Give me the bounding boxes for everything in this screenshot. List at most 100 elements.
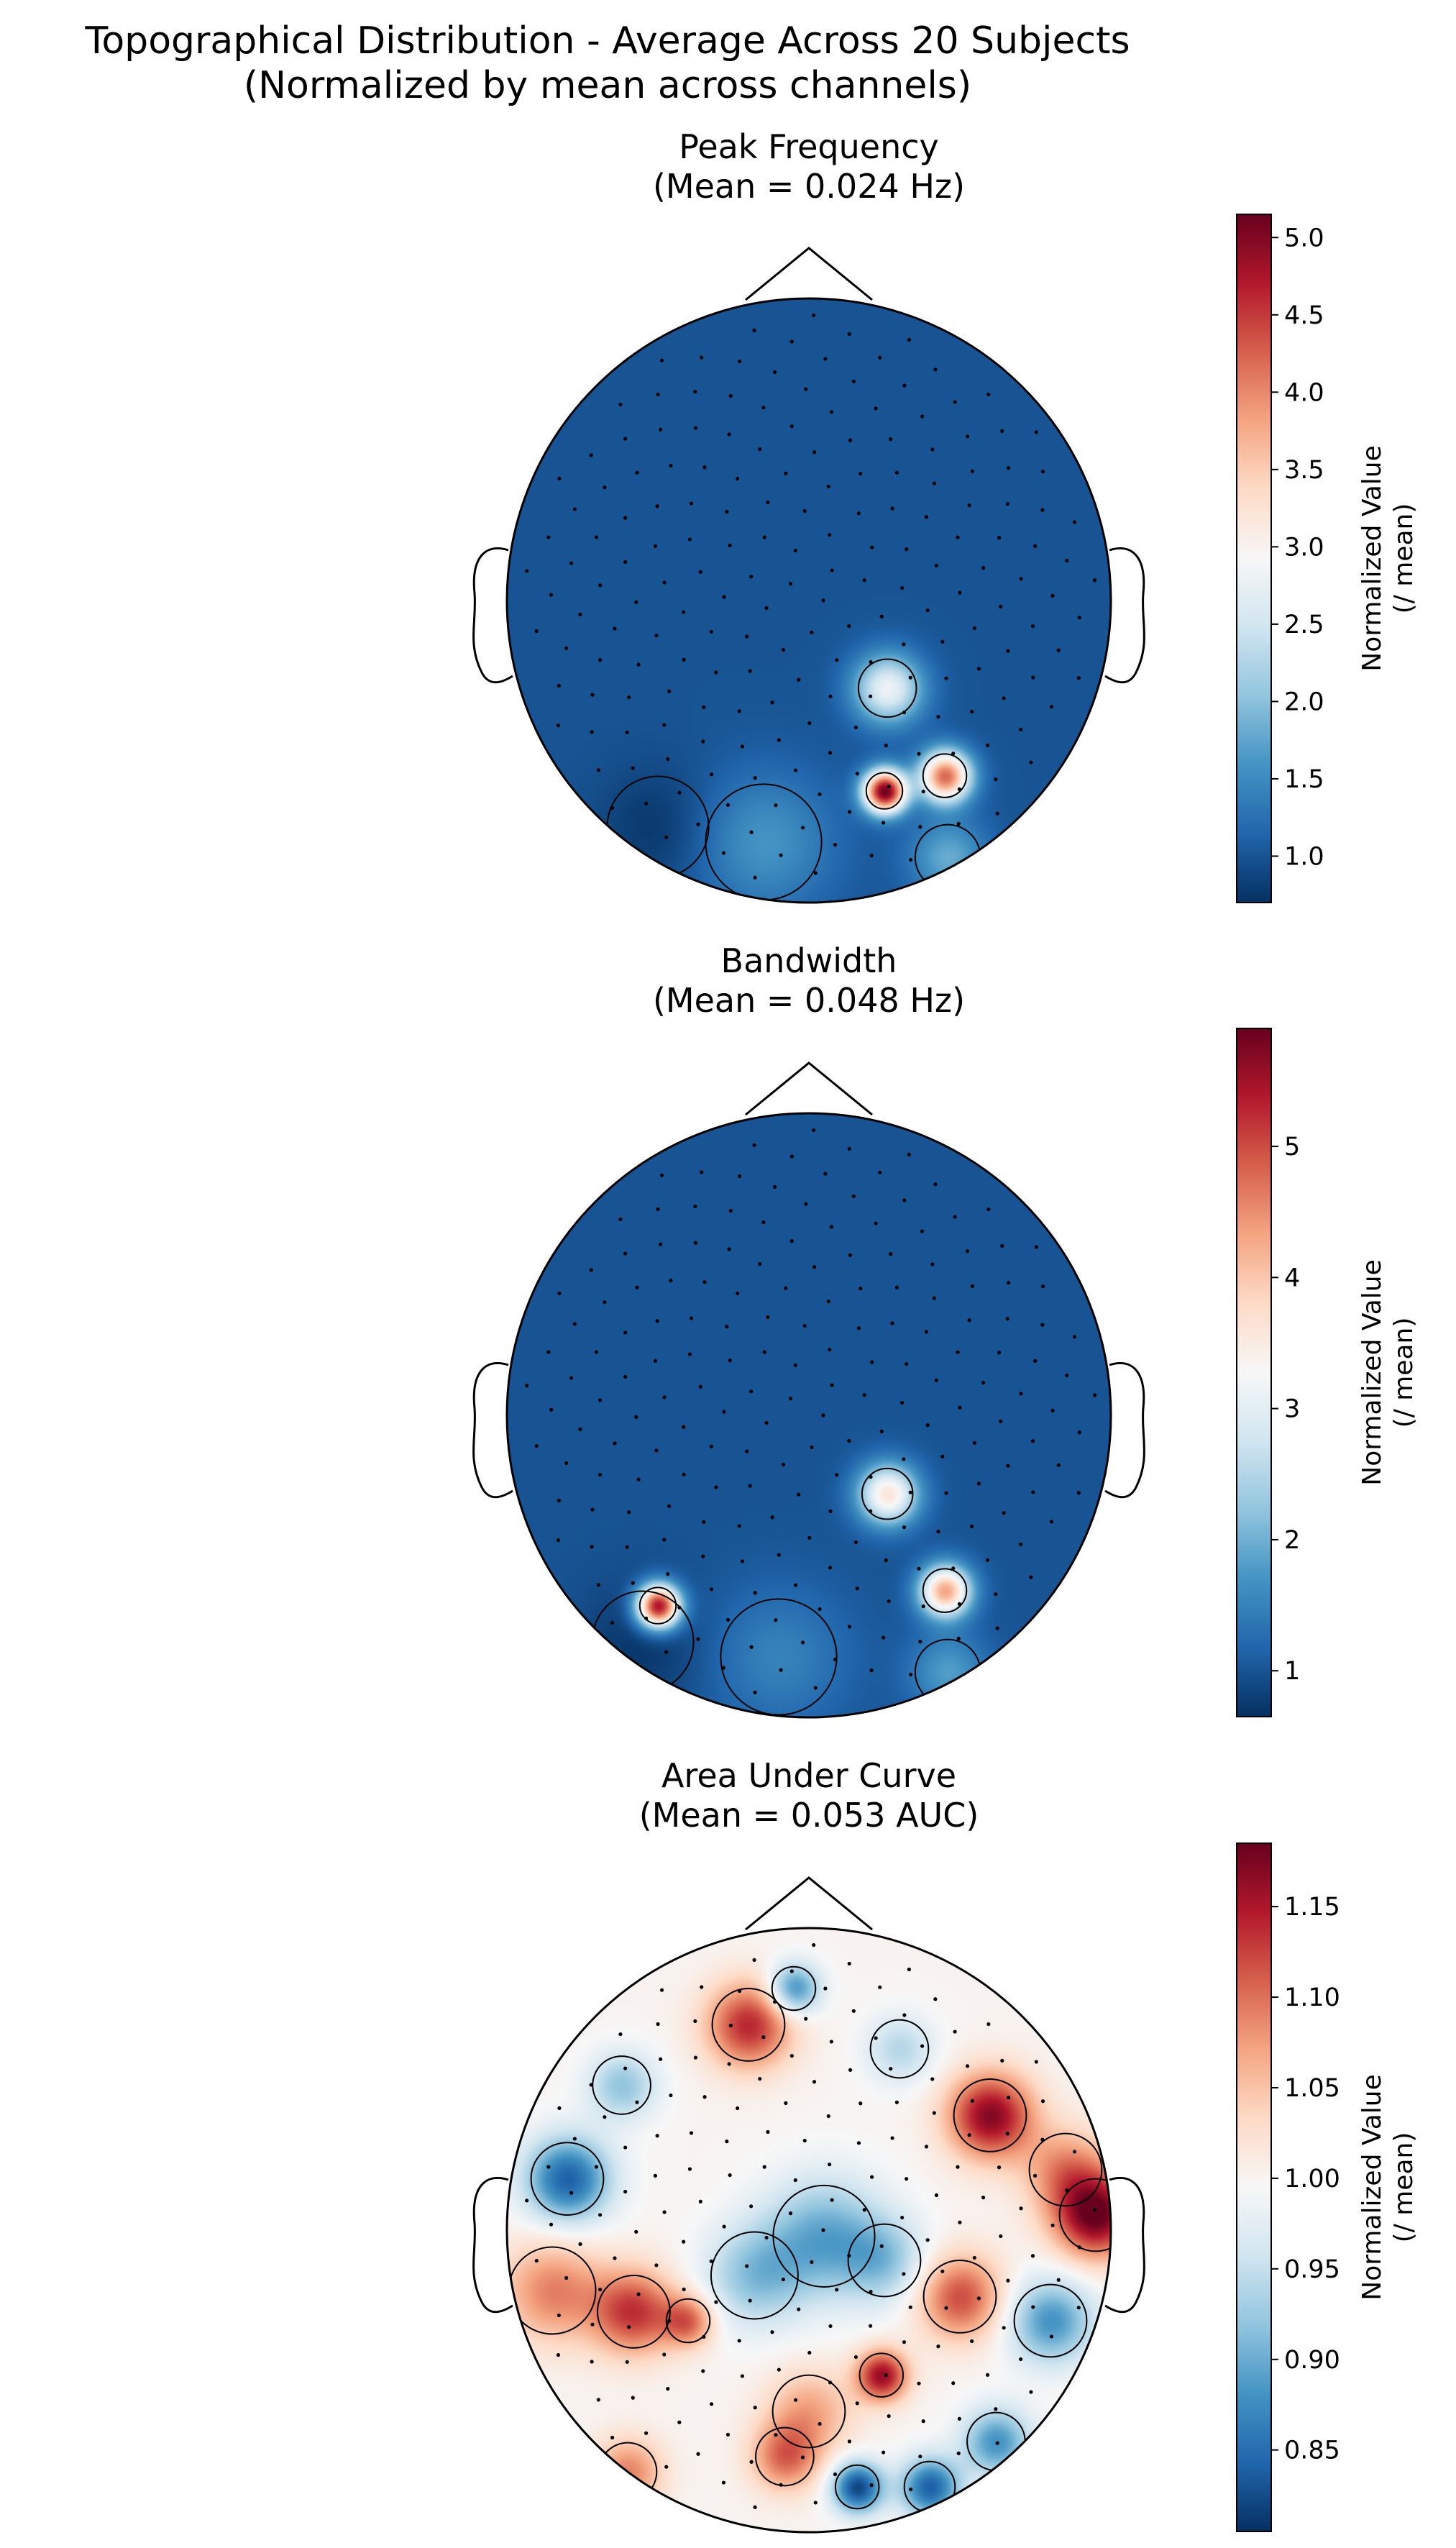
- sensor-dot: [625, 1545, 629, 1549]
- right-ear-outline: [1104, 2177, 1145, 2314]
- sensor-dot: [918, 825, 922, 829]
- sensor-dot: [956, 2451, 961, 2455]
- sensor-dot: [596, 1583, 600, 1587]
- sensor-dot: [623, 1251, 628, 1256]
- contour-line: [922, 2260, 997, 2334]
- sensor-dot: [869, 2289, 873, 2294]
- sensor-dot: [878, 355, 882, 360]
- sensor-dot: [1077, 2245, 1081, 2250]
- sensor-dot: [596, 768, 600, 772]
- sensor-dot: [578, 1427, 582, 1431]
- sensor-dot: [890, 506, 894, 511]
- sensor-dot: [970, 1284, 974, 1288]
- sensor-dot: [1029, 2390, 1033, 2394]
- sensor-dot: [856, 1326, 861, 1330]
- sensor-dot: [956, 1636, 961, 1640]
- colorbar-tick-label: 2: [1284, 1526, 1300, 1555]
- sensor-dot: [835, 2288, 839, 2292]
- sensor-dot: [623, 516, 628, 520]
- sensor-dot: [870, 2175, 874, 2179]
- sensor-dot: [589, 453, 593, 457]
- sensor-dot: [594, 2165, 598, 2169]
- sensor-dot: [869, 1668, 874, 1673]
- sensor-dot: [812, 2080, 817, 2084]
- sensor-dot: [847, 810, 852, 814]
- sensor-dot: [737, 2339, 741, 2343]
- sensor-dot: [970, 2099, 974, 2103]
- left-ear-outline: [472, 2177, 513, 2314]
- sensor-dot: [766, 2129, 770, 2134]
- sensor-dot: [766, 500, 770, 505]
- sensor-dot: [696, 1637, 700, 1641]
- sensor-dot: [557, 1498, 561, 1503]
- panel-subtitle: (Mean = 0.053 AUC): [639, 1796, 979, 1835]
- sensor-dot: [789, 2054, 794, 2058]
- sensor-dot: [1005, 2132, 1009, 2136]
- sensor-dot: [894, 2100, 899, 2104]
- sensor-dot: [596, 2398, 600, 2402]
- sensor-dot: [664, 2465, 669, 2469]
- sensor-dot: [721, 2480, 726, 2485]
- sensor-dot: [764, 1420, 769, 1425]
- sensor-dot: [905, 2177, 909, 2181]
- sensor-dot: [1005, 502, 1009, 506]
- sensor-dot: [1049, 2334, 1053, 2339]
- sensor-dot: [847, 2439, 852, 2444]
- sensor-dot: [662, 1395, 667, 1399]
- contour-line: [597, 2275, 671, 2349]
- sensor-dot: [590, 2322, 595, 2326]
- sensor-dot: [862, 1393, 866, 1397]
- sensor-dot: [944, 2306, 948, 2310]
- sensor-dot: [1092, 2208, 1097, 2212]
- sensor-dot: [957, 1602, 961, 1606]
- sensor-dot: [725, 510, 729, 514]
- sensor-dot: [758, 447, 762, 452]
- sensor-dot: [714, 670, 718, 675]
- sensor-dot: [908, 2305, 912, 2309]
- sensor-dot: [936, 2344, 940, 2349]
- sensor-dot: [884, 2373, 888, 2378]
- sensor-dot: [636, 2292, 641, 2296]
- sensor-dot: [917, 1566, 921, 1571]
- sensor-dot: [634, 2229, 638, 2234]
- sensor-dot: [709, 2259, 713, 2263]
- sensor-dot: [634, 1415, 638, 1419]
- sensor-dot: [851, 379, 856, 383]
- sensor-dot: [779, 1668, 783, 1672]
- sensor-dot: [835, 658, 839, 662]
- contour-line: [1058, 2178, 1111, 2252]
- colorbar-tick-label: 4.5: [1284, 301, 1324, 330]
- sensor-dot: [656, 2022, 660, 2027]
- sensor-dot: [655, 2134, 659, 2138]
- sensor-dot: [921, 1604, 925, 1609]
- sensor-dot: [748, 2298, 752, 2303]
- sensor-dot: [936, 715, 940, 719]
- sensor-dot: [618, 1217, 623, 1222]
- sensor-dot: [534, 1443, 539, 1448]
- sensor-dot: [1072, 2150, 1077, 2154]
- sensor-dot: [924, 2145, 929, 2149]
- sensor-dot: [736, 476, 740, 481]
- sensor-dot: [689, 1316, 694, 1320]
- panel-title: Area Under Curve: [661, 1756, 956, 1795]
- sensor-dot: [557, 1291, 562, 1295]
- sensor-dot: [777, 738, 781, 742]
- sensor-dot: [1006, 649, 1010, 653]
- sensor-dot: [1040, 470, 1045, 474]
- sensor-dot: [748, 1484, 752, 1488]
- sensor-dot: [981, 1381, 986, 1385]
- sensor-dot: [970, 1524, 974, 1529]
- sensor-dot: [590, 730, 594, 734]
- sensor-dot: [623, 1330, 628, 1335]
- sensor-dot: [770, 700, 774, 705]
- sensor-dot: [725, 1617, 731, 1622]
- sensor-dot: [1007, 2096, 1011, 2100]
- sensor-dot: [986, 1207, 991, 1212]
- sensor-dot: [890, 1321, 894, 1325]
- sensor-dot: [546, 1350, 551, 1354]
- colorbar-tick-label: 0.95: [1284, 2255, 1340, 2284]
- sensor-dot: [549, 593, 554, 597]
- sensor-dot: [889, 437, 893, 442]
- sensor-dot: [862, 578, 866, 583]
- sensor-dot: [972, 1440, 976, 1446]
